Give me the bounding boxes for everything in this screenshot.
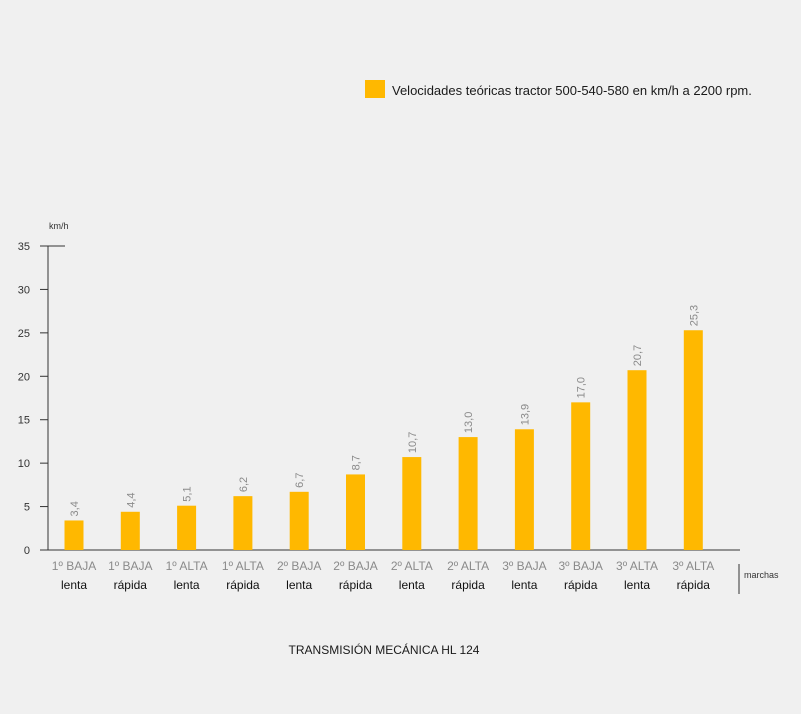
x-tick-label-speed: lenta (399, 578, 425, 592)
y-axis: 0 5 10 15 20 25 30 35 (18, 241, 65, 557)
x-tick-label-speed: lenta (511, 578, 537, 592)
data-label: 6,2 (238, 477, 250, 492)
data-label: 20,7 (632, 345, 644, 366)
y-tick-label: 15 (18, 415, 30, 427)
data-label: 17,0 (576, 377, 588, 398)
x-tick-label-speed: lenta (61, 578, 87, 592)
data-label: 8,7 (351, 455, 363, 470)
legend: Velocidades teóricas tractor 500-540-580… (365, 80, 752, 98)
bar (120, 511, 140, 550)
x-tick-label-gear: 1º ALTA (166, 559, 208, 573)
y-tick-label: 30 (18, 284, 30, 296)
x-tick-label-speed: rápida (564, 578, 598, 592)
x-tick-label-gear: 2º ALTA (447, 559, 489, 573)
data-label: 25,3 (688, 305, 700, 326)
x-tick-label-gear: 1º ALTA (222, 559, 264, 573)
bar (402, 457, 422, 550)
data-labels: 3,4 4,4 5,1 6,2 6,7 8,7 10,7 13,0 13,9 17,0 20,7 25… (69, 305, 700, 517)
chart-title: TRANSMISIÓN MECÁNICA HL 124 (289, 642, 480, 657)
y-axis-unit: km/h (49, 221, 69, 231)
y-tick-label: 0 (24, 545, 30, 557)
x-axis-unit: marchas (744, 570, 779, 580)
x-tick-label-speed: rápida (226, 578, 260, 592)
bar (289, 491, 309, 550)
x-tick-label-gear: 3º BAJA (558, 559, 602, 573)
x-tick-label-gear: 2º ALTA (391, 559, 433, 573)
bar (514, 429, 534, 550)
data-label: 13,9 (519, 404, 531, 425)
x-tick-labels: 1º BAJA lenta 1º BAJA rápida 1º ALTA lenta 1º … (52, 559, 714, 592)
x-tick-label-speed: rápida (677, 578, 711, 592)
data-label: 13,0 (463, 412, 475, 433)
data-label: 3,4 (69, 501, 81, 516)
bar (627, 370, 647, 550)
bar (458, 437, 478, 550)
bar (177, 505, 197, 550)
data-label: 6,7 (294, 473, 306, 488)
bar (346, 474, 365, 550)
y-tick-label: 5 (24, 502, 30, 514)
data-label: 10,7 (407, 432, 419, 453)
bar (683, 330, 703, 550)
legend-label: Velocidades teóricas tractor 500-540-580… (392, 83, 752, 98)
bars (64, 330, 703, 550)
x-tick-label-gear: 3º ALTA (672, 559, 714, 573)
x-tick-label-gear: 1º BAJA (108, 559, 152, 573)
y-tick-label: 10 (18, 458, 30, 470)
data-label: 5,1 (182, 486, 194, 501)
x-tick-label-gear: 3º ALTA (616, 559, 658, 573)
x-tick-label-gear: 1º BAJA (52, 559, 96, 573)
legend-swatch (365, 80, 385, 98)
x-tick-label-speed: rápida (339, 578, 373, 592)
y-tick-label: 25 (18, 328, 30, 340)
x-tick-label-speed: rápida (451, 578, 485, 592)
x-tick-label-gear: 2º BAJA (333, 559, 377, 573)
x-tick-label-speed: lenta (624, 578, 650, 592)
x-tick-label-gear: 3º BAJA (502, 559, 546, 573)
y-tick-label: 35 (18, 241, 30, 253)
bar (233, 496, 253, 550)
x-tick-label-speed: lenta (286, 578, 312, 592)
y-tick-label: 20 (18, 371, 30, 383)
x-tick-label-speed: lenta (174, 578, 200, 592)
bar (64, 520, 84, 550)
x-tick-label-gear: 2º BAJA (277, 559, 321, 573)
bar (571, 402, 591, 550)
x-tick-label-speed: rápida (114, 578, 148, 592)
data-label: 4,4 (125, 492, 137, 507)
